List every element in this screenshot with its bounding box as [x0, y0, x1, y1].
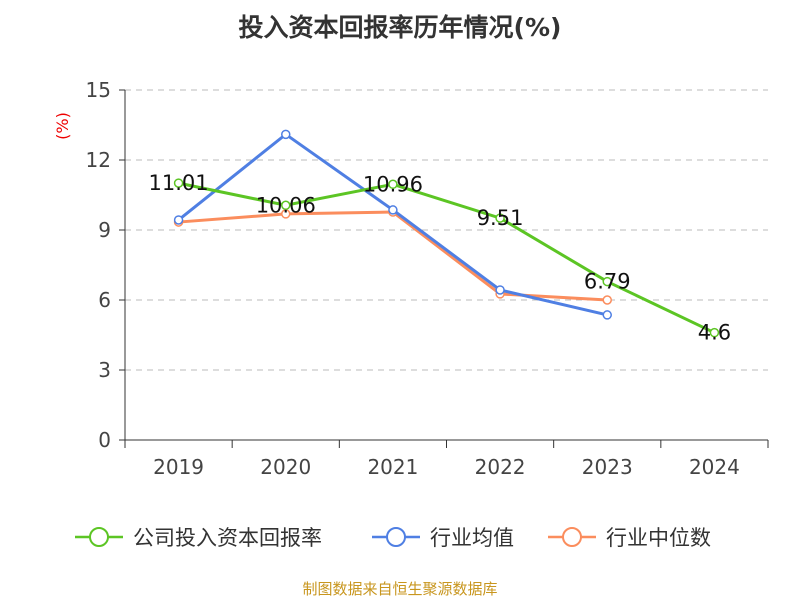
data-point	[602, 295, 612, 305]
legend-marker	[562, 527, 582, 547]
data-point	[281, 200, 291, 211]
y-tick-label: 9	[98, 218, 111, 242]
y-axis-label: (%)	[53, 112, 72, 140]
series-line-1	[177, 132, 608, 317]
data-point	[173, 215, 184, 225]
y-tick-label: 6	[98, 288, 111, 312]
legend-marker	[386, 527, 406, 547]
x-tick-label: 2023	[582, 455, 633, 479]
source-footer: 制图数据来自恒生聚源数据库	[302, 580, 498, 598]
data-point	[388, 179, 398, 190]
data-label: 4.6	[698, 321, 731, 345]
y-tick-label: 12	[86, 148, 111, 172]
data-point	[388, 205, 398, 215]
data-point	[173, 178, 184, 188]
legend-label: 行业均值	[430, 526, 514, 550]
legend-marker	[89, 527, 109, 547]
data-label: 11.01	[149, 171, 209, 195]
x-tick-label: 2024	[689, 455, 740, 479]
legend-label: 行业中位数	[606, 526, 711, 550]
data-point	[602, 310, 612, 320]
legend-label: 公司投入资本回报率	[133, 526, 322, 550]
x-tick-label: 2021	[367, 455, 418, 479]
data-label: 6.79	[584, 270, 631, 294]
y-tick-label: 15	[86, 78, 111, 102]
data-point	[281, 129, 291, 140]
y-tick-label: 3	[98, 358, 111, 382]
data-label: 9.51	[477, 206, 524, 230]
chart-title: 投入资本回报率历年情况(%)	[238, 13, 562, 42]
data-label: 10.96	[363, 172, 423, 196]
x-tick-label: 2020	[260, 455, 311, 479]
x-tick-label: 2022	[475, 455, 526, 479]
y-tick-label: 0	[98, 428, 111, 452]
data-point	[709, 327, 720, 338]
series-line-0	[178, 181, 716, 335]
x-tick-label: 2019	[153, 455, 204, 479]
data-point	[495, 213, 505, 223]
data-label: 10.06	[256, 193, 316, 217]
series-line-2	[178, 210, 608, 302]
data-point	[602, 276, 612, 287]
data-point	[495, 285, 505, 295]
